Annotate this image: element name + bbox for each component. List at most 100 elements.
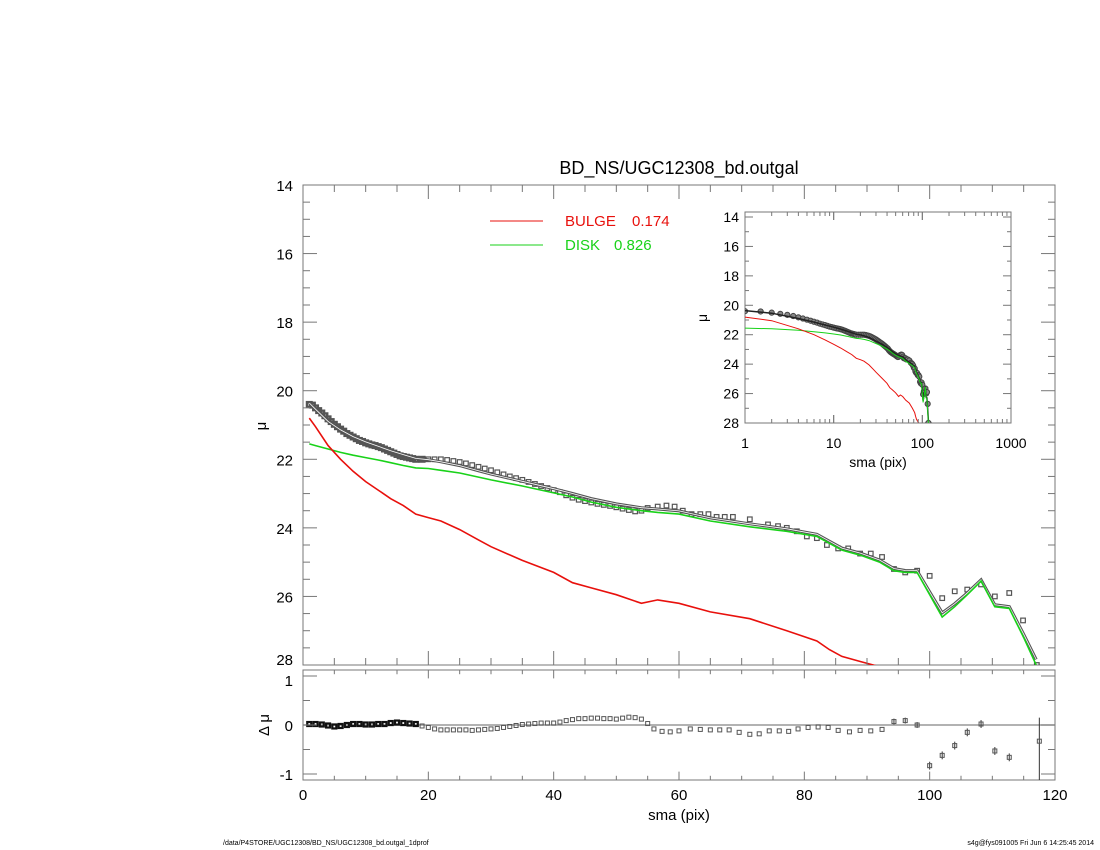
inset-y-tick-label: 14 [723,209,739,225]
residual-point [795,726,801,732]
inset-log-panel: 14 16 18 20 22 24 26 281 10 100 1000 [723,209,1026,451]
residual-point [482,726,488,732]
residual-point [964,729,970,735]
residual-point [595,715,601,721]
inset-bulge-line [745,316,920,423]
residual-point [835,727,841,733]
inset-x-tick-label: 1 [741,435,749,451]
residual-point [412,720,419,728]
residual-point [952,743,958,749]
residual-point [519,722,525,728]
residual-point [756,731,762,737]
data-point [746,516,753,523]
residual-y-axis-label: Δ μ [256,714,273,736]
inset-y-tick-label: 24 [723,356,739,372]
residual-point [776,728,782,734]
chart-title: BD_NS/UGC12308_bd.outgal [559,158,798,179]
residual-point [868,728,874,734]
residual-point [331,723,338,730]
data-point [1033,662,1040,665]
x-tick-label: 60 [671,787,688,804]
residual-point [438,727,444,733]
residual-point [607,716,613,722]
inset-y-tick-label: 28 [723,415,739,431]
data-point [663,502,670,509]
residual-point [362,721,369,728]
residual-point [343,721,350,729]
residual-point [312,720,319,728]
legend-bulge-value: 0.174 [632,213,670,230]
residual-point [526,721,532,727]
residual-point [620,715,626,721]
footer-timestamp: s4g@fys091005 Fri Jun 6 14:25:45 2014 [967,840,1094,847]
residual-point [318,721,325,728]
inset-y-tick-label: 22 [723,327,739,343]
residual-point [736,729,742,735]
residual-point [501,724,507,730]
residual-point [717,727,723,733]
data-point [951,588,958,595]
residual-point [557,719,563,725]
residual-point [387,719,394,727]
residual-point [766,728,772,734]
residual-point [1006,754,1012,760]
residual-point [432,726,438,732]
y-tick-label: 20 [276,384,293,401]
residual-point [815,724,821,730]
residual-point [825,724,831,730]
residual-point [1036,738,1042,744]
residual-y-tick-label: -1 [280,767,293,784]
inset-x-tick-label: 1000 [995,435,1026,451]
y-tick-label: 18 [276,315,293,332]
residual-point [747,731,753,737]
x-tick-label: 40 [545,787,562,804]
residual-point [992,748,998,754]
data-point [939,595,946,602]
residual-point [368,721,376,728]
y-tick-label: 26 [276,589,293,606]
inset-x-tick-label: 10 [826,435,842,451]
residual-point [488,726,494,732]
inset-y-tick-label: 16 [723,238,739,254]
plot-area [305,400,1040,665]
model-total-line-core [309,402,1037,660]
data-point [991,593,998,600]
residual-point [337,722,344,730]
residual-point [651,726,657,732]
residual-point [513,722,519,728]
residual-point [469,727,475,733]
residual-point [638,716,644,722]
x-tick-label: 100 [917,787,942,804]
residual-point [588,715,594,721]
x-tick-label: 20 [420,787,437,804]
x-tick-label: 120 [1042,787,1067,804]
residual-point [494,725,500,731]
legend-disk-value: 0.826 [614,237,652,254]
residual-point [576,716,582,722]
residual-point [563,718,569,724]
residual-point [381,720,388,728]
inset-y-tick-label: 20 [723,297,739,313]
residual-point [891,719,897,725]
plot-area [303,714,1055,780]
residual-point [475,727,481,733]
residual-point [697,726,703,732]
y-tick-label: 28 [276,652,293,669]
data-point [671,503,678,510]
inset-y-tick-label: 26 [723,386,739,402]
residual-point [544,720,550,726]
residual-point [419,723,425,729]
y-axis-label: μ [253,422,270,431]
legend-bulge-name: BULGE [565,213,616,230]
y-tick-label: 14 [276,178,293,195]
residual-point [927,763,933,769]
residual-point [726,727,732,733]
legend: BULGE 0.174 DISK 0.826 [490,213,670,254]
residual-point [350,720,357,728]
inset-disk-line [745,327,929,423]
y-tick-label: 22 [276,452,293,469]
y-tick-label: 24 [276,521,293,538]
x-tick-label: 0 [299,787,307,804]
residual-point [914,722,920,728]
